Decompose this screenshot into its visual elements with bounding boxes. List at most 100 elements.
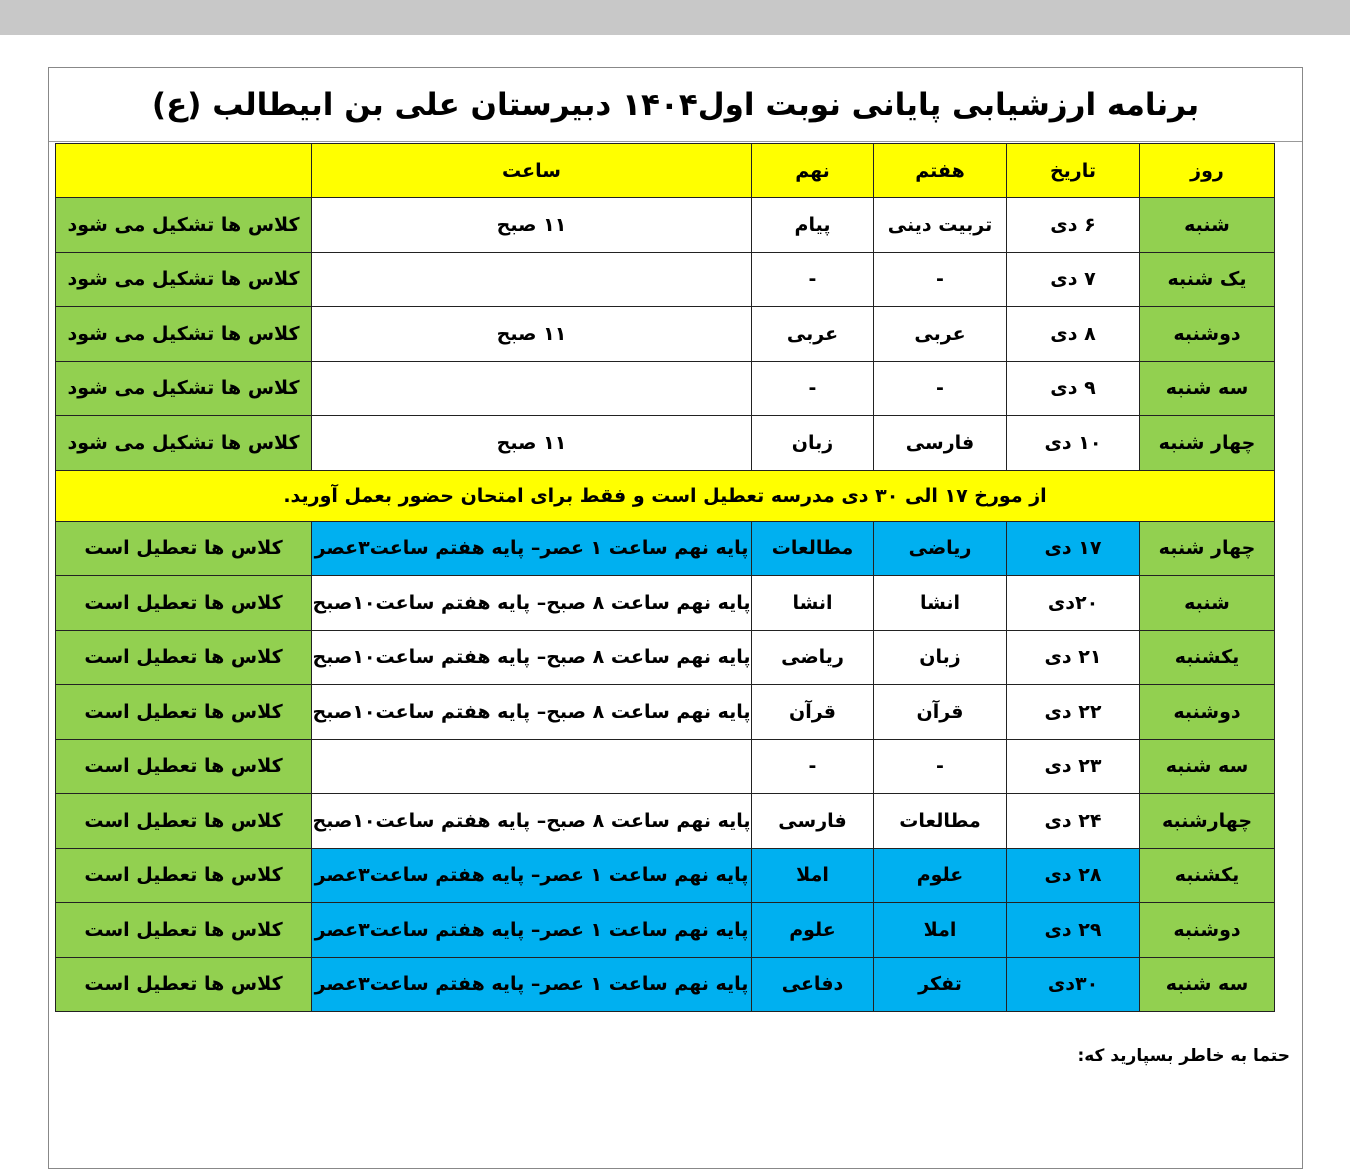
cell-day: شنبه — [1139, 197, 1275, 253]
table-row: دوشنبه ۲۹ دی املا علوم پایه نهم ساعت ۱ عصر– … — [55, 902, 1275, 958]
cell-seventh: املا — [873, 902, 1007, 958]
cell-day: دوشنبه — [1139, 306, 1275, 362]
cell-ninth: - — [751, 360, 874, 416]
table-row: سه شنبه ۹ دی - - کلاس ها تشکیل می شود — [55, 360, 1275, 416]
cell-seventh: زبان — [873, 629, 1007, 685]
cell-time: پایه نهم ساعت ۱ عصر– پایه هفتم ساعت۳عصر — [311, 847, 752, 903]
table-row: چهار شنبه ۱۷ دی ریاضی مطالعات پایه نهم ساعت … — [55, 520, 1275, 576]
cell-date: ۶ دی — [1006, 197, 1140, 253]
table-row: شنبه ۶ دی تربیت دینی پیام ۱۱ صبح کلاس ها تشکی… — [55, 197, 1275, 253]
cell-seventh: ریاضی — [873, 520, 1007, 576]
cell-ninth: انشا — [751, 575, 874, 631]
cell-date: ۲۴ دی — [1006, 793, 1140, 849]
header-row: روز تاریخ هفتم نهم ساعت — [55, 143, 1275, 198]
cell-time — [311, 251, 752, 307]
page-title: برنامه ارزشیابی پایانی نوبت اول۱۴۰۴ دبیر… — [49, 68, 1302, 142]
cell-ninth: فارسی — [751, 793, 874, 849]
cell-date: ۷ دی — [1006, 251, 1140, 307]
cell-time: پایه نهم ساعت ۸ صبح– پایه هفتم ساعت۱۰صبح — [311, 793, 752, 849]
table-row: چهار شنبه ۱۰ دی فارسی زبان ۱۱ صبح کلاس ها تشک… — [55, 415, 1275, 471]
cell-date: ۲۹ دی — [1006, 902, 1140, 958]
document-page: برنامه ارزشیابی پایانی نوبت اول۱۴۰۴ دبیر… — [48, 67, 1303, 1169]
cell-seventh: قرآن — [873, 684, 1007, 740]
table-row: سه شنبه ۲۳ دی - - کلاس ها تعطیل است — [55, 738, 1275, 794]
cell-day: سه شنبه — [1139, 360, 1275, 416]
cell-time: پایه نهم ساعت ۱ عصر– پایه هفتم ساعت۳عصر — [311, 956, 752, 1012]
cell-time: پایه نهم ساعت ۸ صبح– پایه هفتم ساعت۱۰صبح — [311, 684, 752, 740]
cell-status: کلاس ها تعطیل است — [55, 902, 312, 958]
notice-row: از مورخ ۱۷ الی ۳۰ دی مدرسه تعطیل است و ف… — [55, 469, 1275, 522]
cell-day: یکشنبه — [1139, 847, 1275, 903]
cell-seventh: تفکر — [873, 956, 1007, 1012]
cell-seventh: مطالعات — [873, 793, 1007, 849]
cell-day: دوشنبه — [1139, 902, 1275, 958]
cell-time — [311, 360, 752, 416]
cell-status: کلاس ها تشکیل می شود — [55, 415, 312, 471]
cell-status: کلاس ها تعطیل است — [55, 793, 312, 849]
table-row: دوشنبه ۲۲ دی قرآن قرآن پایه نهم ساعت ۸ صبح– … — [55, 684, 1275, 740]
cell-seventh: تربیت دینی — [873, 197, 1007, 253]
cell-time: ۱۱ صبح — [311, 306, 752, 362]
cell-time: پایه نهم ساعت ۱ عصر– پایه هفتم ساعت۳عصر — [311, 520, 752, 576]
cell-status: کلاس ها تعطیل است — [55, 520, 312, 576]
cell-ninth: عربی — [751, 306, 874, 362]
header-date: تاریخ — [1006, 143, 1140, 198]
cell-date: ۱۰ دی — [1006, 415, 1140, 471]
cell-time: ۱۱ صبح — [311, 197, 752, 253]
exam-schedule-table: روز تاریخ هفتم نهم ساعت شنبه ۶ دی تربیت دی… — [55, 143, 1275, 1012]
header-status — [55, 143, 312, 198]
table-row: یک شنبه ۷ دی - - کلاس ها تشکیل می شود — [55, 251, 1275, 307]
cell-date: ۲۲ دی — [1006, 684, 1140, 740]
cell-seventh: - — [873, 251, 1007, 307]
header-ninth: نهم — [751, 143, 874, 198]
cell-day: چهار شنبه — [1139, 520, 1275, 576]
table-row: یکشنبه ۲۸ دی علوم املا پایه نهم ساعت ۱ عصر– … — [55, 847, 1275, 903]
notice-text: از مورخ ۱۷ الی ۳۰ دی مدرسه تعطیل است و ف… — [55, 469, 1275, 522]
cell-date: ۲۱ دی — [1006, 629, 1140, 685]
cell-status: کلاس ها تشکیل می شود — [55, 306, 312, 362]
cell-seventh: انشا — [873, 575, 1007, 631]
cell-day: یکشنبه — [1139, 629, 1275, 685]
top-bar — [0, 0, 1350, 35]
cell-seventh: فارسی — [873, 415, 1007, 471]
header-seventh: هفتم — [873, 143, 1007, 198]
cell-ninth: علوم — [751, 902, 874, 958]
cell-seventh: - — [873, 360, 1007, 416]
cell-ninth: املا — [751, 847, 874, 903]
cell-seventh: علوم — [873, 847, 1007, 903]
cell-time: پایه نهم ساعت ۸ صبح– پایه هفتم ساعت۱۰صبح — [311, 575, 752, 631]
table-row: شنبه ۲۰دی انشا انشا پایه نهم ساعت ۸ صبح– پای… — [55, 575, 1275, 631]
cell-ninth: دفاعی — [751, 956, 874, 1012]
cell-ninth: - — [751, 251, 874, 307]
cell-day: یک شنبه — [1139, 251, 1275, 307]
cell-day: شنبه — [1139, 575, 1275, 631]
cell-time: پایه نهم ساعت ۱ عصر– پایه هفتم ساعت۳عصر — [311, 902, 752, 958]
cell-day: سه شنبه — [1139, 956, 1275, 1012]
cell-status: کلاس ها تعطیل است — [55, 684, 312, 740]
cell-status: کلاس ها تشکیل می شود — [55, 360, 312, 416]
cell-day: چهارشنبه — [1139, 793, 1275, 849]
table-row: چهارشنبه ۲۴ دی مطالعات فارسی پایه نهم ساعت ۸… — [55, 793, 1275, 849]
footer-note: حتما به خاطر بسپارید که: — [1077, 1046, 1290, 1066]
cell-day: سه شنبه — [1139, 738, 1275, 794]
cell-status: کلاس ها تعطیل است — [55, 629, 312, 685]
cell-seventh: عربی — [873, 306, 1007, 362]
cell-status: کلاس ها تشکیل می شود — [55, 251, 312, 307]
cell-status: کلاس ها تعطیل است — [55, 847, 312, 903]
cell-date: ۸ دی — [1006, 306, 1140, 362]
cell-date: ۲۳ دی — [1006, 738, 1140, 794]
cell-time: ۱۱ صبح — [311, 415, 752, 471]
cell-status: کلاس ها تعطیل است — [55, 738, 312, 794]
cell-ninth: ریاضی — [751, 629, 874, 685]
cell-date: ۳۰دی — [1006, 956, 1140, 1012]
cell-status: کلاس ها تعطیل است — [55, 956, 312, 1012]
table-row: سه شنبه ۳۰دی تفکر دفاعی پایه نهم ساعت ۱ عصر–… — [55, 956, 1275, 1012]
cell-ninth: پیام — [751, 197, 874, 253]
cell-ninth: زبان — [751, 415, 874, 471]
cell-time: پایه نهم ساعت ۸ صبح– پایه هفتم ساعت۱۰صبح — [311, 629, 752, 685]
cell-status: کلاس ها تعطیل است — [55, 575, 312, 631]
cell-seventh: - — [873, 738, 1007, 794]
cell-date: ۲۰دی — [1006, 575, 1140, 631]
cell-ninth: مطالعات — [751, 520, 874, 576]
cell-day: دوشنبه — [1139, 684, 1275, 740]
